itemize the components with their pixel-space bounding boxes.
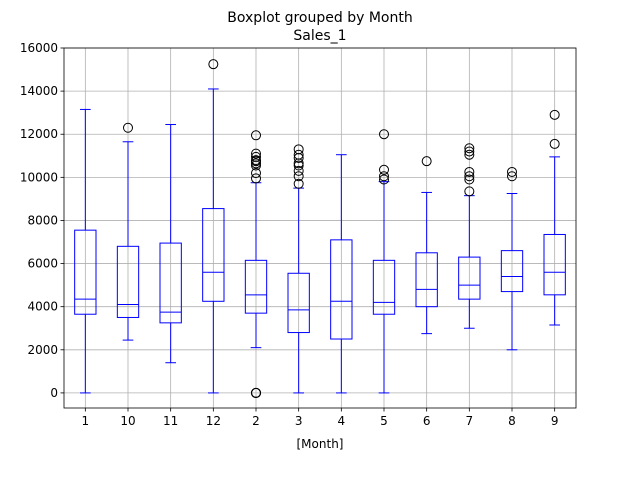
x-tick-label: 1 <box>82 414 90 428</box>
outlier-point <box>251 168 261 179</box>
box-9 <box>543 109 566 326</box>
box-10 <box>116 122 140 341</box>
outlier-point <box>464 146 475 157</box>
outlier-point <box>464 186 475 197</box>
y-tick-label: 0 <box>50 386 58 400</box>
outlier-point <box>379 174 389 185</box>
iqr-box <box>500 250 524 293</box>
outlier-point <box>123 122 133 133</box>
outlier-point <box>464 149 475 160</box>
x-tick-label: 6 <box>423 414 431 428</box>
box-12 <box>202 59 225 394</box>
x-tick-label: 4 <box>338 414 346 428</box>
y-tick-label: 14000 <box>20 84 58 98</box>
y-tick-label: 12000 <box>20 127 58 141</box>
y-tick-label: 16000 <box>20 41 58 55</box>
outlier-point <box>421 156 432 167</box>
box-5 <box>372 129 396 394</box>
box-3 <box>287 144 310 394</box>
iqr-box <box>116 245 140 318</box>
iqr-box <box>159 242 182 324</box>
x-tick-label: 10 <box>120 414 135 428</box>
outlier-point <box>251 173 261 184</box>
x-tick-label: 2 <box>252 414 260 428</box>
iqr-box <box>330 239 353 340</box>
box-6 <box>415 156 438 335</box>
plot-frame <box>63 47 577 409</box>
outlier-point <box>464 166 475 177</box>
outlier-point <box>464 174 475 185</box>
y-tick-label: 4000 <box>27 300 58 314</box>
y-tick-label: 10000 <box>20 170 58 184</box>
x-tick-label: 7 <box>466 414 474 428</box>
iqr-box <box>372 259 396 315</box>
box-2 <box>244 130 268 398</box>
outlier-point <box>251 387 261 398</box>
iqr-box <box>202 208 225 302</box>
outlier-point <box>293 165 304 176</box>
iqr-box <box>415 252 438 308</box>
outlier-point <box>208 59 219 70</box>
outlier-point <box>293 171 304 182</box>
x-tick-label: 9 <box>551 414 559 428</box>
chart-title: Boxplot grouped by Month <box>227 10 412 26</box>
outlier-point <box>293 144 304 155</box>
iqr-box <box>543 233 566 296</box>
outlier-point <box>251 130 261 141</box>
box-8 <box>500 166 524 351</box>
x-tick-label: 5 <box>380 414 388 428</box>
iqr-box <box>244 259 268 314</box>
box-1 <box>74 108 97 394</box>
axes: 0 2000 4000 6000 8000 10000 12000 14000 16000 1 10… <box>20 41 577 428</box>
outlier-point <box>464 143 475 154</box>
y-tick-label: 2000 <box>27 343 58 357</box>
box-4 <box>330 154 353 394</box>
outlier-point <box>379 164 389 175</box>
x-tick-label: 11 <box>163 414 178 428</box>
outlier-point <box>507 166 517 177</box>
outlier-point <box>251 148 261 159</box>
x-axis-label: [Month] <box>297 437 344 451</box>
iqr-box <box>287 272 310 334</box>
y-tick-label: 8000 <box>27 213 58 227</box>
box-7 <box>458 143 481 329</box>
iqr-box <box>458 256 481 300</box>
iqr-box <box>74 229 97 315</box>
outlier-point <box>464 171 475 182</box>
y-tick-label: 6000 <box>27 257 58 271</box>
outlier-point <box>549 109 560 120</box>
box-11 <box>159 124 182 364</box>
outlier-point <box>549 138 560 149</box>
outlier-point <box>251 151 261 162</box>
x-tick-label: 8 <box>508 414 516 428</box>
outlier-point <box>379 129 389 140</box>
outlier-point <box>293 149 304 160</box>
grid <box>64 47 576 408</box>
chart-subtitle: Sales_1 <box>293 28 346 44</box>
outlier-point <box>507 171 517 182</box>
x-tick-label: 12 <box>206 414 221 428</box>
outlier-point <box>379 171 389 182</box>
outlier-point <box>293 178 304 189</box>
boxes <box>74 59 566 398</box>
x-tick-label: 3 <box>295 414 303 428</box>
outlier-point <box>251 155 261 166</box>
